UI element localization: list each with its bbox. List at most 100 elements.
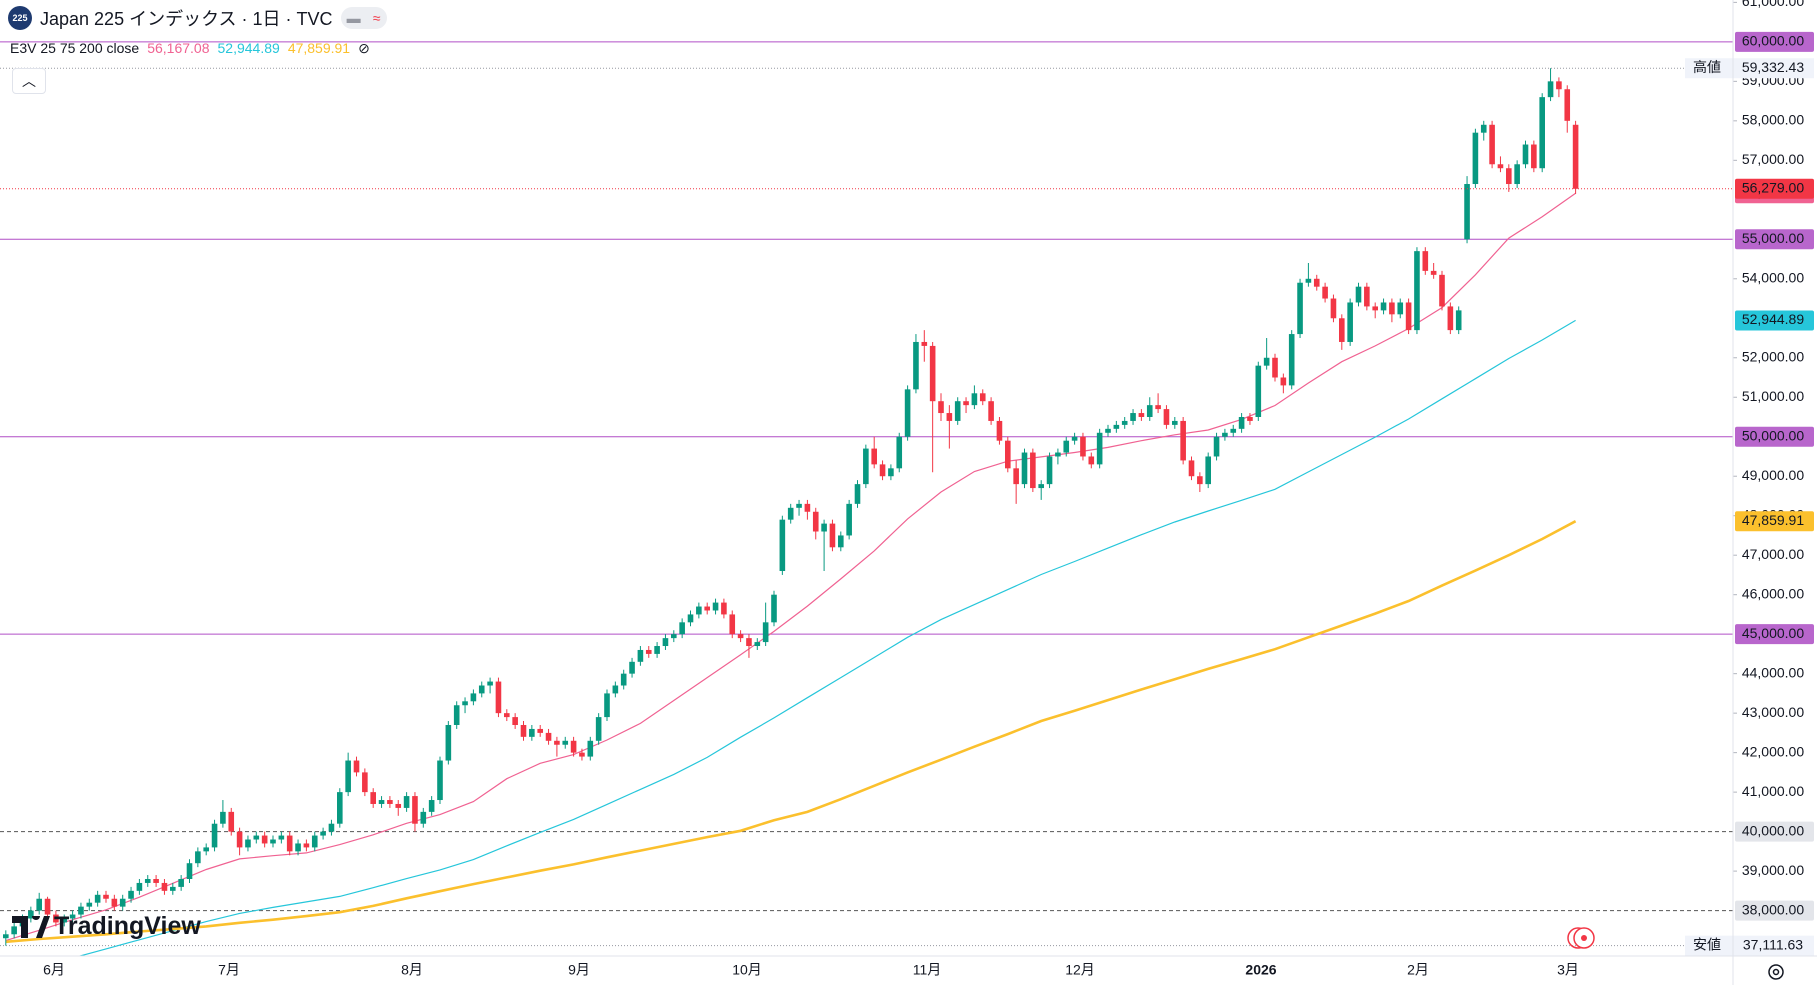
candle-body [94, 894, 101, 903]
candle-body [420, 811, 427, 824]
candle-body [1046, 456, 1053, 485]
candle-body [387, 800, 393, 804]
candle-body [888, 468, 894, 477]
x-tick-label: 11月 [913, 962, 942, 978]
candle-body [111, 898, 118, 907]
candle-body [1138, 413, 1145, 417]
candle-body [712, 602, 719, 611]
record-icon[interactable] [1567, 927, 1595, 949]
candle-body [69, 914, 76, 919]
candle-body [1088, 456, 1095, 465]
candle-body [311, 835, 318, 848]
candle-body [562, 740, 569, 745]
candle-body [178, 878, 184, 887]
candle-body [1397, 302, 1404, 315]
candle-body [1439, 274, 1445, 307]
candle-body [1030, 452, 1036, 489]
ma-badge [1735, 511, 1814, 532]
candle-body [395, 803, 402, 808]
y-tick-label: 54,000.00 [1742, 269, 1804, 285]
candle-body [470, 693, 477, 702]
y-tick-label: 47,000.00 [1742, 546, 1804, 562]
candle-body [320, 831, 326, 836]
candle-body [1230, 428, 1237, 433]
candle-body [971, 393, 978, 406]
candle-body [270, 839, 276, 844]
x-tick-label: 8月 [401, 962, 423, 978]
candle-body [729, 614, 736, 635]
candle-body [253, 835, 260, 840]
candle-body [1063, 440, 1070, 453]
candle-body [654, 646, 660, 654]
candle-body [1430, 270, 1437, 275]
candle-body [787, 507, 794, 520]
candle-body [620, 673, 627, 686]
candle-body [370, 792, 376, 804]
candle-body [278, 835, 285, 840]
y-tick-label: 52,000.00 [1742, 348, 1804, 364]
candle-body [1013, 468, 1019, 485]
candle-body [195, 851, 201, 864]
ma-line [5, 520, 1577, 944]
level-label: 45,000.00 [1742, 625, 1804, 641]
level-label: 55,000.00 [1742, 230, 1804, 246]
candle-body [1272, 357, 1278, 378]
candle-body [570, 740, 577, 753]
candle-body [119, 898, 126, 907]
candle-body [762, 622, 769, 643]
candle-body [1172, 420, 1178, 425]
candle-body [1255, 365, 1262, 417]
candle-body [529, 728, 535, 737]
y-tick-label: 58,000.00 [1742, 112, 1804, 128]
candle-body [403, 796, 410, 808]
level-label: 60,000.00 [1742, 33, 1804, 49]
candle-body [554, 740, 560, 745]
status-pill[interactable]: ▬ ≈ [340, 7, 387, 29]
candle-body [604, 693, 610, 718]
settings-icon[interactable] [1768, 964, 1784, 980]
x-tick-label: 3月 [1557, 962, 1579, 978]
candle-body [612, 685, 619, 694]
y-tick-label: 44,000.00 [1742, 664, 1804, 680]
candle-body [1322, 286, 1328, 299]
candle-body [512, 717, 518, 725]
y-tick-label: 39,000.00 [1742, 862, 1804, 878]
candle-body [1472, 132, 1479, 185]
level-badge [1735, 229, 1814, 250]
collapse-button[interactable]: ︿ [12, 68, 46, 94]
logo-mark [12, 915, 50, 938]
candle-body [362, 772, 368, 793]
high-tag: 高値 [1693, 59, 1721, 75]
candle-body [587, 740, 594, 757]
candle-body [487, 681, 493, 686]
candle-body [144, 878, 151, 883]
candle-body [353, 760, 360, 773]
candle-body [754, 642, 761, 647]
candle-body [704, 606, 710, 611]
candle-body [328, 823, 335, 832]
chart-title: Japan 225 インデックス · 1日 · TVC [40, 9, 333, 29]
candle-body [904, 389, 911, 437]
candle-body [78, 906, 84, 915]
level-label: 40,000.00 [1742, 822, 1804, 838]
candle-body [1288, 334, 1295, 386]
candle-body [1480, 124, 1487, 133]
candle-body [136, 882, 143, 891]
candle-body [921, 341, 928, 346]
candle-body [662, 638, 669, 647]
candle-body [245, 839, 251, 848]
candle-body [28, 910, 34, 919]
candle-body [128, 890, 134, 899]
hide-icon[interactable]: ⊘ [358, 40, 370, 56]
y-tick-label: 46,000.00 [1742, 585, 1804, 601]
candle-body [1489, 124, 1495, 165]
legend-value: 56,167.08 [147, 40, 210, 56]
candle-body [954, 401, 961, 421]
candle-body [1347, 302, 1353, 342]
candle-body [1005, 440, 1011, 469]
level-badge [1735, 624, 1814, 645]
candle-body [671, 634, 677, 639]
y-tick-label: 49,000.00 [1742, 467, 1804, 483]
candle-body [846, 503, 852, 536]
